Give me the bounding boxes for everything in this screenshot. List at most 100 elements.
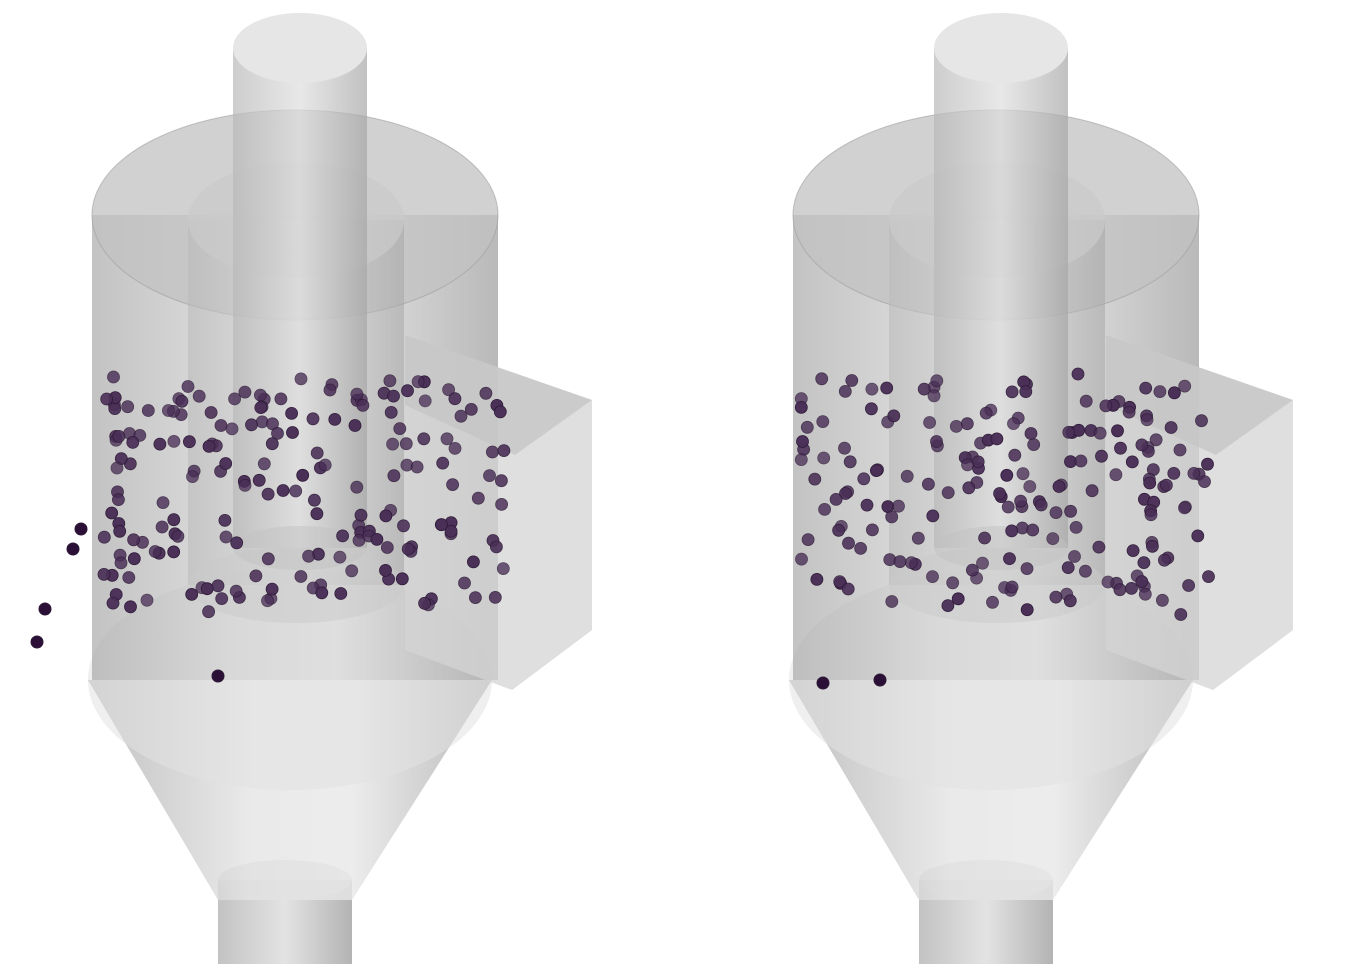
particle — [904, 556, 918, 570]
particle — [435, 518, 448, 532]
particle — [839, 487, 852, 500]
particle — [318, 458, 332, 472]
particle — [1064, 504, 1078, 518]
particle — [842, 536, 855, 550]
particle — [354, 508, 368, 522]
particle — [265, 437, 279, 451]
particle — [869, 464, 883, 478]
particle — [854, 542, 868, 555]
particle — [818, 502, 831, 516]
particle — [1008, 448, 1022, 462]
particles-right — [794, 367, 1215, 690]
particle — [153, 437, 167, 451]
particle — [440, 432, 454, 446]
particle — [228, 392, 242, 406]
particle — [493, 405, 507, 419]
particle — [1019, 385, 1033, 399]
particle — [1005, 385, 1019, 399]
particle — [410, 460, 424, 474]
particle — [1113, 583, 1127, 597]
particle — [294, 372, 308, 386]
particle — [1182, 579, 1196, 592]
particle — [926, 570, 939, 583]
inlet-box — [405, 335, 592, 690]
particle — [857, 472, 871, 486]
particle — [261, 552, 275, 566]
particle — [121, 400, 135, 414]
particle — [900, 469, 914, 483]
particle — [219, 530, 233, 544]
particle — [1049, 590, 1063, 604]
particle — [1201, 457, 1214, 471]
particle — [387, 469, 401, 483]
particle — [127, 533, 141, 547]
particle — [1153, 385, 1167, 399]
particle — [1069, 521, 1083, 534]
particle — [1005, 580, 1019, 594]
particle — [356, 398, 370, 412]
particle — [112, 429, 126, 443]
particle — [417, 432, 431, 446]
particle — [379, 509, 393, 523]
particle — [1178, 501, 1191, 515]
particle — [219, 457, 233, 470]
particle — [252, 473, 266, 487]
particle — [1014, 494, 1028, 508]
particle — [796, 435, 809, 448]
particle — [1078, 564, 1092, 578]
particle — [986, 595, 999, 609]
particle — [464, 402, 478, 416]
particle — [386, 437, 400, 451]
particle — [1026, 523, 1040, 537]
particle — [310, 446, 324, 460]
particle — [156, 496, 170, 510]
particle — [167, 434, 181, 448]
particle — [941, 486, 955, 500]
particle — [448, 392, 462, 406]
particle — [488, 591, 502, 604]
particle — [893, 555, 907, 568]
particle — [832, 523, 846, 537]
particle — [1003, 552, 1016, 565]
particle — [249, 569, 263, 583]
particle — [74, 522, 88, 536]
particle — [1095, 449, 1108, 463]
particle — [483, 469, 496, 483]
particle — [285, 406, 299, 420]
particle — [1049, 506, 1063, 519]
particle — [810, 573, 824, 586]
particle — [348, 419, 362, 432]
particle — [1195, 414, 1208, 428]
particle — [140, 593, 154, 607]
particle — [383, 374, 397, 388]
particle — [1137, 556, 1151, 569]
particle — [496, 562, 510, 575]
particle — [1034, 498, 1048, 512]
particle — [181, 380, 195, 393]
particle — [1143, 476, 1157, 490]
particle — [192, 389, 206, 403]
particle — [976, 556, 989, 570]
particle — [1167, 466, 1181, 480]
particle — [921, 477, 935, 491]
particle — [122, 571, 136, 584]
particle — [864, 402, 878, 416]
particle — [261, 594, 274, 608]
particle — [808, 472, 822, 486]
particle — [401, 384, 414, 398]
particle — [167, 513, 181, 527]
particle — [182, 435, 196, 449]
particle — [930, 435, 943, 448]
particle — [1052, 480, 1066, 493]
particle — [113, 524, 127, 538]
particle — [1167, 386, 1181, 400]
particles-left — [30, 370, 511, 683]
particle — [110, 461, 124, 475]
particle — [436, 456, 450, 470]
particle — [38, 602, 52, 616]
particle — [1001, 500, 1015, 514]
particle — [458, 576, 471, 590]
particle — [1173, 443, 1187, 457]
particle — [215, 592, 229, 605]
